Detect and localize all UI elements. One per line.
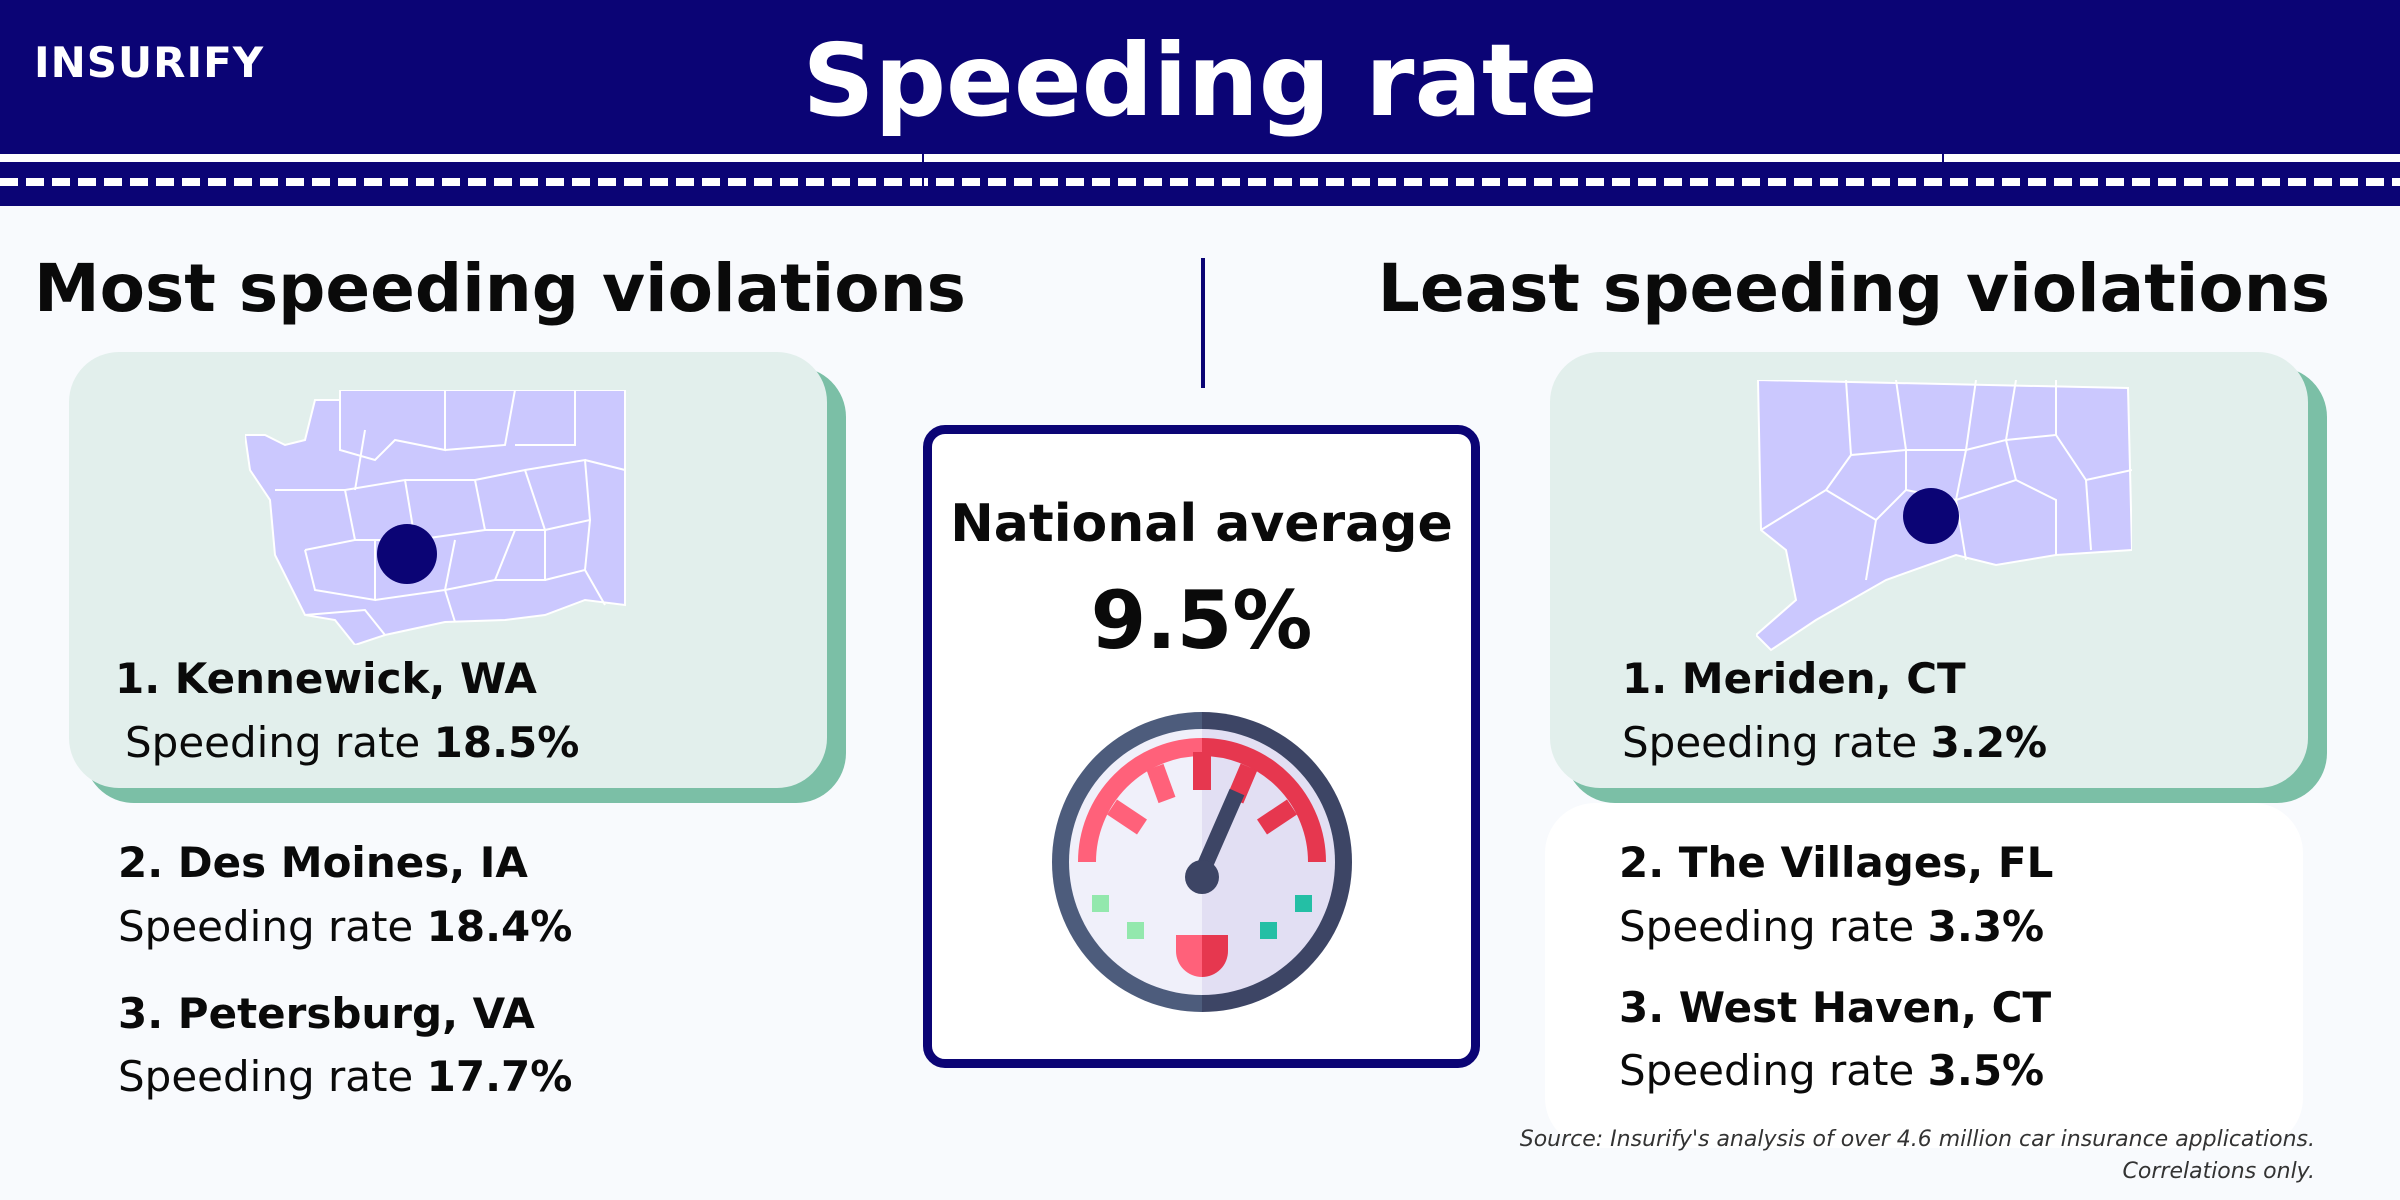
rate-value: 3.5% [1927, 1046, 2045, 1095]
divider-tick [922, 154, 924, 206]
source-line: Source: Insurify's analysis of over 4.6 … [1519, 1127, 2315, 1152]
least-item-1-rate: Speeding rate 3.2% [1622, 718, 2047, 767]
rate-value: 3.2% [1930, 718, 2048, 767]
city: 2. The Villages, FL [1619, 838, 2054, 887]
rate-value: 18.4% [426, 902, 573, 951]
most-item-3: 3. Petersburg, VA [118, 989, 535, 1038]
national-value: 9.5% [1090, 574, 1313, 667]
rate-label: Speeding rate [118, 1052, 414, 1101]
most-top-card: 1. Kennewick, WA Speeding rate 18.5% [69, 352, 827, 788]
washington-map [245, 390, 626, 645]
source-note: Source: Insurify's analysis of over 4.6 … [1520, 1124, 2315, 1188]
section-divider [1201, 258, 1205, 388]
kennewick-marker [377, 524, 437, 584]
least-item-2-rate: Speeding rate 3.3% [1619, 902, 2044, 951]
least-item-3-rate: Speeding rate 3.5% [1619, 1046, 2044, 1095]
rate-value: 17.7% [426, 1052, 573, 1101]
rate-label: Speeding rate [118, 902, 414, 951]
national-average-box: National average 9.5% [923, 425, 1480, 1068]
least-top-card: 1. Meriden, CT Speeding rate 3.2% [1550, 352, 2308, 788]
rate-value: 3.3% [1927, 902, 2045, 951]
rate-label: Speeding rate [125, 718, 421, 767]
least-item-2: 2. The Villages, FL [1619, 838, 2053, 887]
page-title: Speeding rate [802, 22, 1598, 139]
most-heading: Most speeding violations [34, 250, 966, 327]
most-item-1-rate: Speeding rate 18.5% [125, 718, 579, 767]
meriden-marker [1903, 488, 1959, 544]
dashed-line [0, 178, 2400, 186]
least-item-1: 1. Meriden, CT [1622, 654, 1966, 703]
city: 1. Kennewick, WA [115, 654, 537, 703]
city: 1. Meriden, CT [1622, 654, 1966, 703]
header-banner: INSURIFY Speeding rate [0, 0, 2400, 206]
rate-label: Speeding rate [1619, 1046, 1915, 1095]
national-label: National average [950, 494, 1453, 554]
city: 3. West Haven, CT [1619, 983, 2052, 1032]
disclaimer-line: Correlations only. [2122, 1159, 2315, 1184]
most-item-2-rate: Speeding rate 18.4% [118, 902, 572, 951]
speedometer-icon [1052, 712, 1352, 1012]
rate-value: 18.5% [433, 718, 580, 767]
most-item-3-rate: Speeding rate 17.7% [118, 1052, 572, 1101]
stripe-line [0, 154, 2400, 162]
rate-label: Speeding rate [1619, 902, 1915, 951]
most-item-2: 2. Des Moines, IA [118, 838, 528, 887]
divider-tick [1942, 154, 1944, 206]
city: 3. Petersburg, VA [118, 989, 535, 1038]
least-heading: Least speeding violations [1377, 250, 2330, 327]
most-item-1: 1. Kennewick, WA [115, 654, 537, 703]
least-item-3: 3. West Haven, CT [1619, 983, 2051, 1032]
connecticut-map [1756, 380, 2132, 652]
least-list-card [1545, 803, 2303, 1148]
rate-label: Speeding rate [1622, 718, 1918, 767]
city: 2. Des Moines, IA [118, 838, 528, 887]
insurify-logo: INSURIFY [34, 38, 265, 87]
